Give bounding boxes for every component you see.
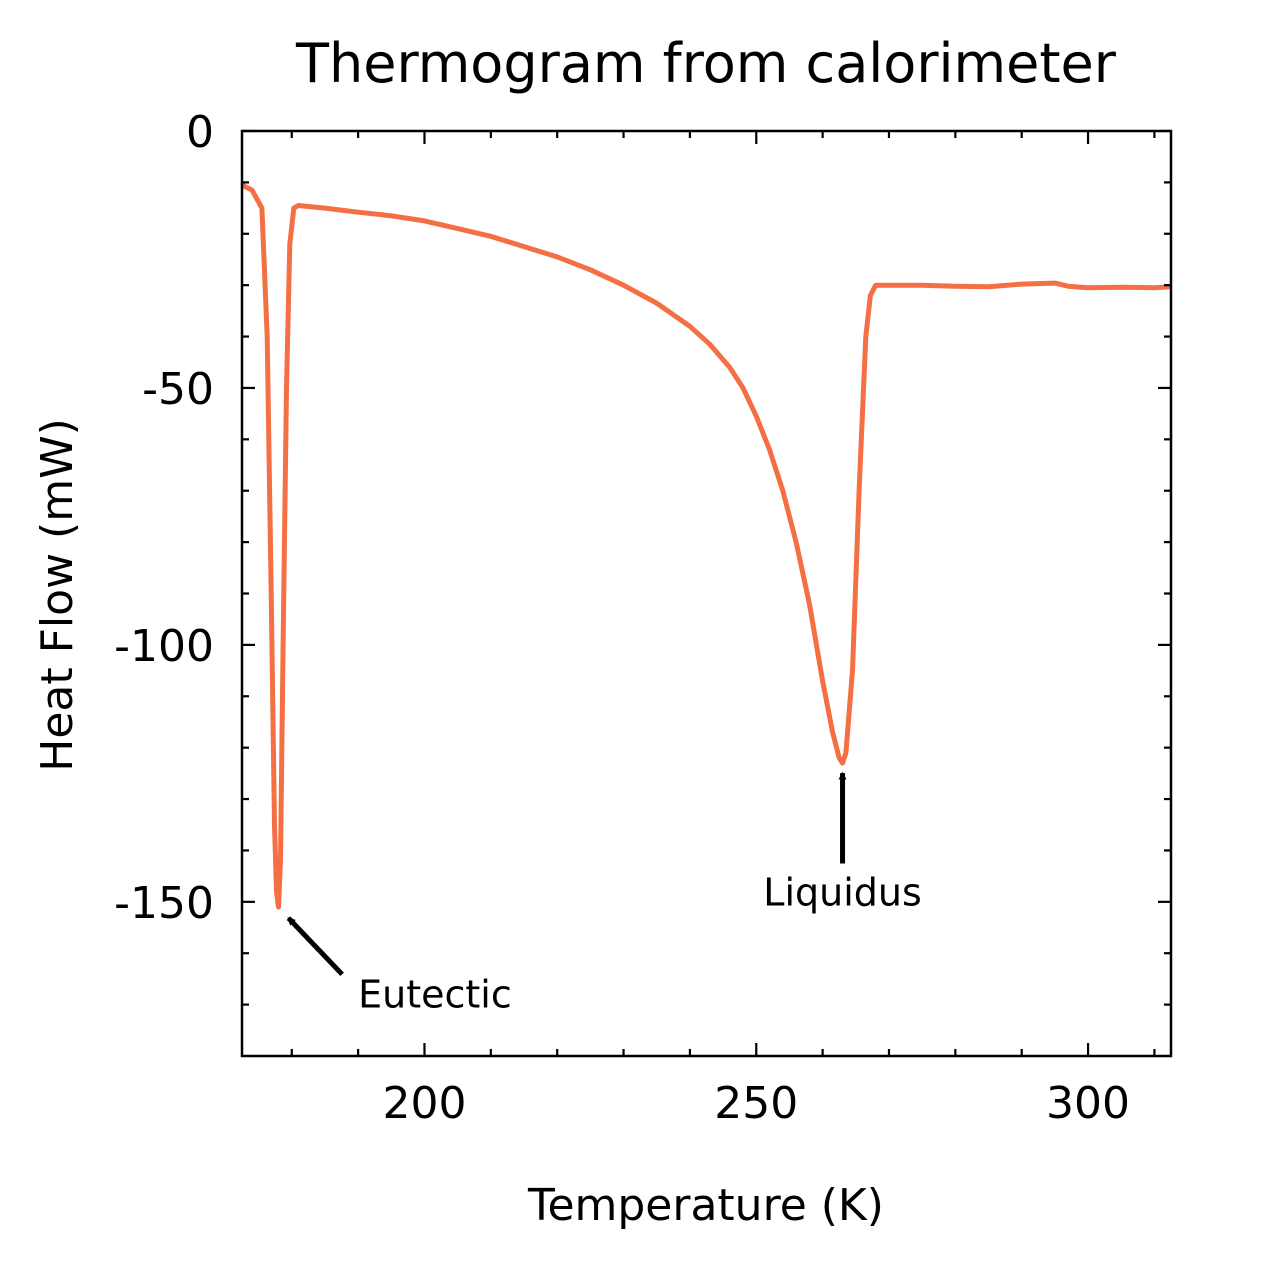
y-axis-title: Heat Flow (mW) — [32, 418, 83, 771]
series-line — [242, 182, 1171, 910]
x-tick-label: 200 — [382, 1078, 466, 1129]
y-tick-label: -150 — [114, 878, 214, 929]
y-tick-label: -100 — [114, 621, 214, 672]
x-tick-label: 300 — [1046, 1078, 1130, 1129]
chart-title: Thermogram from calorimeter — [295, 32, 1117, 95]
annotation-liquidus-label: Liquidus — [763, 871, 922, 915]
x-axis-title: Temperature (K) — [527, 1180, 884, 1231]
x-tick-label: 250 — [714, 1078, 798, 1129]
plot-frame — [240, 129, 1173, 1058]
y-tick-label: -50 — [142, 364, 214, 415]
annotation-eutectic-label: Eutectic — [358, 972, 512, 1016]
y-tick-label: 0 — [186, 107, 214, 158]
annotation-eutectic-arrow — [286, 916, 344, 977]
